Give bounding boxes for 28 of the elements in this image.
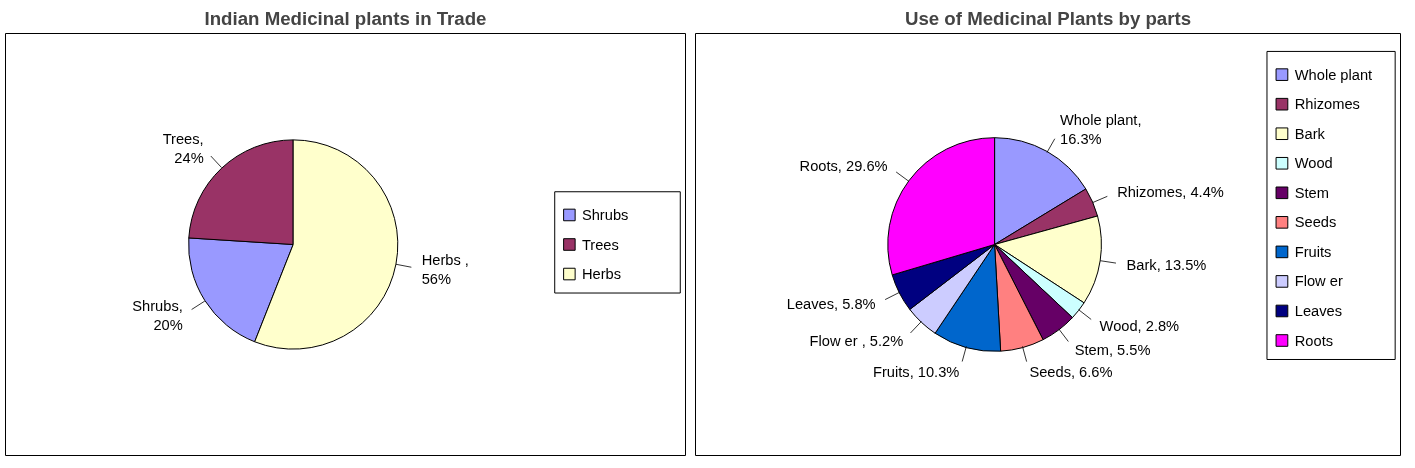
data-label: Trees, 24% [162, 130, 204, 166]
legend-label: Roots [1294, 332, 1334, 349]
legend-label: Wood [1294, 155, 1333, 172]
data-label: Wood, 2.8% [1099, 317, 1180, 334]
chart-title: Indian Medicinal plants in Trade [204, 7, 487, 29]
data-label: Fruits, 10.3% [873, 363, 960, 380]
data-label: Flow er , 5.2% [809, 332, 904, 349]
legend-label: Flow er [1294, 273, 1343, 290]
data-label: Herbs , 56% [421, 251, 469, 287]
data-label: Seeds, 6.6% [1029, 363, 1113, 380]
data-label: Bark, 13.5% [1126, 256, 1207, 273]
chart-title: Use of Medicinal Plants by parts [904, 7, 1192, 29]
legend-label: Shrubs [581, 206, 629, 223]
data-label: Stem, 5.5% [1074, 341, 1151, 358]
legend-label: Bark [1294, 125, 1326, 142]
data-label: Roots, 29.6% [799, 157, 888, 174]
data-label: Rhizomes, 4.4% [1117, 184, 1224, 201]
data-label: Shrubs, 20% [132, 297, 183, 333]
legend-label: Whole plant [1294, 66, 1373, 83]
legend-label: Leaves [1294, 302, 1343, 319]
data-label: Leaves, 5.8% [786, 296, 876, 313]
legend-label: Rhizomes [1294, 96, 1360, 113]
legend-label: Trees [581, 236, 619, 253]
data-label: Whole plant, 16.3% [1060, 111, 1142, 148]
legend-label: Stem [1294, 184, 1329, 201]
legend-label: Fruits [1294, 243, 1332, 260]
legend-label: Herbs [581, 266, 622, 283]
legend-label: Seeds [1294, 214, 1337, 231]
